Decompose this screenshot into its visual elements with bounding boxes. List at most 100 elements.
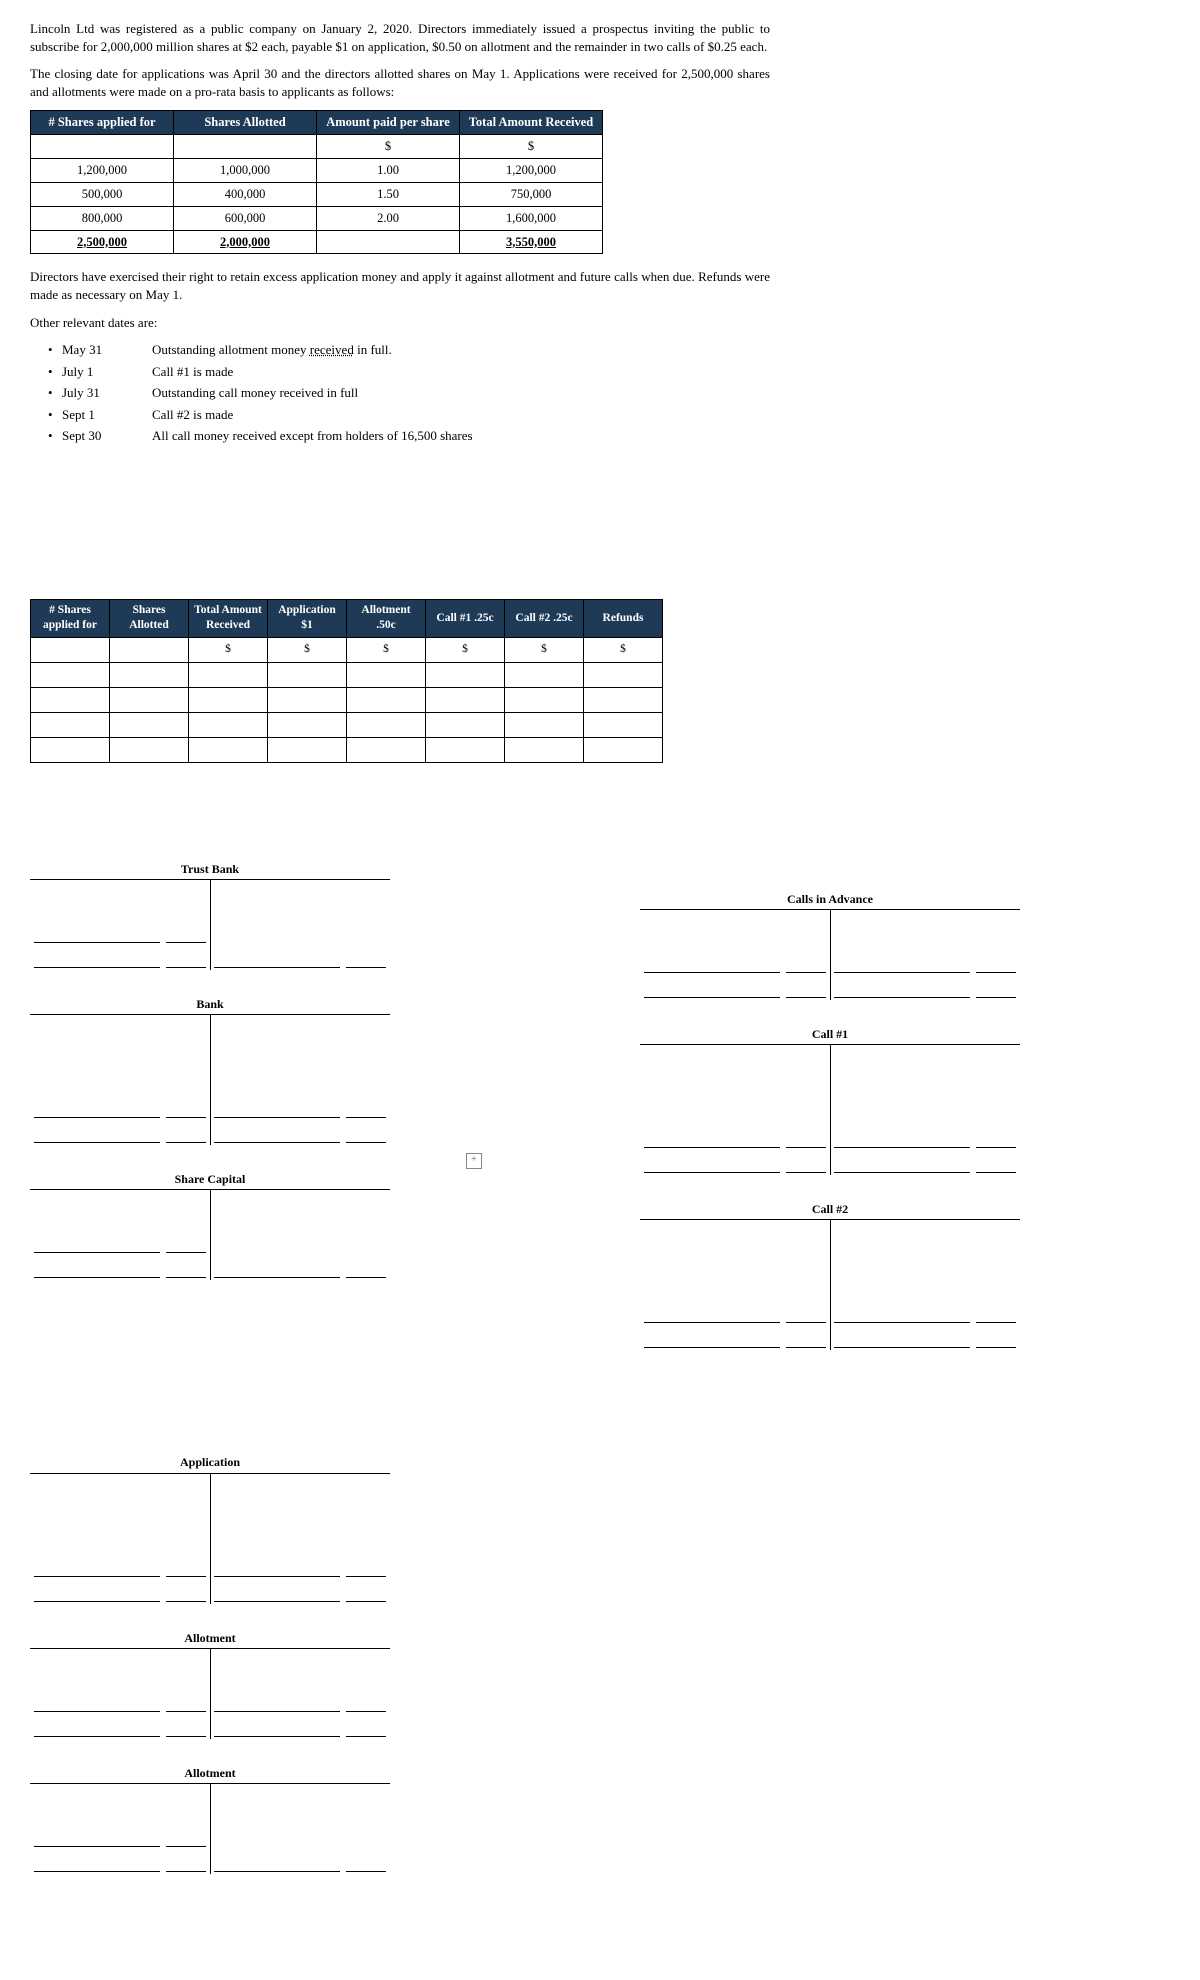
- t2-h1: Shares Allotted: [110, 599, 189, 637]
- date-label: Sept 1: [62, 406, 152, 424]
- entry-line: [214, 1562, 386, 1577]
- table-row: [31, 687, 663, 712]
- entry-line: [644, 1308, 826, 1323]
- date-label: May 31: [62, 341, 152, 359]
- entry-line: [834, 958, 1016, 973]
- entry-line: [644, 1333, 826, 1348]
- t2-h4: Allotment .50c: [347, 599, 426, 637]
- table-row: 1,200,0001,000,0001.001,200,000: [31, 158, 603, 182]
- t-account: Trust Bank: [30, 861, 390, 970]
- t-account: Bank: [30, 996, 390, 1145]
- t-account-title: Calls in Advance: [640, 891, 1020, 910]
- entry-line: [34, 1587, 206, 1602]
- entry-line: [644, 1158, 826, 1173]
- entry-line: [34, 1128, 206, 1143]
- entry-line: [34, 1263, 206, 1278]
- table-row: [31, 712, 663, 737]
- entry-line: [34, 1832, 206, 1847]
- entry-line: [34, 1857, 206, 1872]
- entry-line: [834, 1133, 1016, 1148]
- t-account-right: [210, 1784, 390, 1874]
- t-account-left: [640, 1045, 830, 1175]
- entry-line: [214, 1722, 386, 1737]
- t-account-title: Bank: [30, 996, 390, 1015]
- t-account-left: [30, 1190, 210, 1280]
- t-account-left: [30, 880, 210, 970]
- entry-line: [214, 1263, 386, 1278]
- t-account-right: [830, 1045, 1020, 1175]
- t-account: Allotment: [30, 1630, 390, 1739]
- t-account-right: [210, 880, 390, 970]
- entry-line: [34, 1238, 206, 1253]
- t2-h5: Call #1 .25c: [426, 599, 505, 637]
- intro-paragraph-1: Lincoln Ltd was registered as a public c…: [30, 20, 770, 55]
- t-account-title: Call #1: [640, 1026, 1020, 1045]
- t-account-left: [30, 1474, 210, 1604]
- entry-line: [214, 953, 386, 968]
- t-account-title: Share Capital: [30, 1171, 390, 1190]
- bullet-icon: •: [48, 406, 62, 424]
- entry-line: [834, 1308, 1016, 1323]
- ledger-column-right: Calls in Advance Call #1 Call #2: [640, 873, 1020, 1377]
- bullet-icon: •: [48, 363, 62, 381]
- ledger-column-left-2: Application Allotment Allotment: [30, 1454, 1170, 1874]
- entry-line: [34, 953, 206, 968]
- entry-line: [214, 1103, 386, 1118]
- expand-icon[interactable]: +: [466, 1153, 482, 1169]
- t2-h2: Total Amount Received: [189, 599, 268, 637]
- t-account-right: [210, 1649, 390, 1739]
- date-text: Call #2 is made: [152, 406, 233, 424]
- t-account-right: [210, 1015, 390, 1145]
- table-row: 500,000400,0001.50750,000: [31, 182, 603, 206]
- entry-line: [834, 1158, 1016, 1173]
- table-row: [31, 737, 663, 762]
- t1-h4: Total Amount Received: [460, 111, 603, 135]
- entry-line: [34, 1562, 206, 1577]
- entry-line: [834, 983, 1016, 998]
- bullet-icon: •: [48, 427, 62, 445]
- allotment-table: # Shares applied for Shares Allotted Amo…: [30, 110, 603, 254]
- t-account: Application: [30, 1454, 390, 1603]
- t-account-title: Trust Bank: [30, 861, 390, 880]
- date-text: All call money received except from hold…: [152, 427, 473, 445]
- t-account: Call #2: [640, 1201, 1020, 1350]
- t-account-left: [30, 1015, 210, 1145]
- t-account-left: [640, 1220, 830, 1350]
- entry-line: [644, 1133, 826, 1148]
- entry-line: [214, 1128, 386, 1143]
- t-account-title: Allotment: [30, 1765, 390, 1784]
- t-account: Allotment: [30, 1765, 390, 1874]
- t-account-left: [30, 1649, 210, 1739]
- t-account: Share Capital: [30, 1171, 390, 1280]
- entry-line: [214, 1697, 386, 1712]
- t1-h1: # Shares applied for: [31, 111, 174, 135]
- t2-h7: Refunds: [584, 599, 663, 637]
- entry-line: [214, 1857, 386, 1872]
- t-account-left: [30, 1784, 210, 1874]
- t2-h3: Application $1: [268, 599, 347, 637]
- t2-header-row: # Shares applied for Shares Allotted Tot…: [31, 599, 663, 637]
- list-item: •July 31Outstanding call money received …: [48, 384, 770, 402]
- table-row: 800,000600,0002.001,600,000: [31, 206, 603, 230]
- entry-line: [644, 958, 826, 973]
- date-text: Outstanding allotment money received in …: [152, 341, 392, 359]
- t-account-title: Call #2: [640, 1201, 1020, 1220]
- intro-paragraph-2: The closing date for applications was Ap…: [30, 65, 770, 100]
- dates-list: •May 31Outstanding allotment money recei…: [30, 341, 770, 445]
- entry-line: [34, 1103, 206, 1118]
- table-row: [31, 662, 663, 687]
- list-item: •July 1Call #1 is made: [48, 363, 770, 381]
- t-account-right: [830, 1220, 1020, 1350]
- date-label: July 1: [62, 363, 152, 381]
- entry-line: [34, 1722, 206, 1737]
- date-text: Outstanding call money received in full: [152, 384, 358, 402]
- retain-paragraph: Directors have exercised their right to …: [30, 268, 770, 303]
- bullet-icon: •: [48, 341, 62, 359]
- t-account-title: Allotment: [30, 1630, 390, 1649]
- t-account-title: Application: [30, 1454, 390, 1473]
- t2-h6: Call #2 .25c: [505, 599, 584, 637]
- t1-h2: Shares Allotted: [174, 111, 317, 135]
- other-dates-label: Other relevant dates are:: [30, 314, 770, 332]
- ledger-column-left-1: Trust Bank Bank Share Capital: [30, 843, 390, 1377]
- date-text: Call #1 is made: [152, 363, 233, 381]
